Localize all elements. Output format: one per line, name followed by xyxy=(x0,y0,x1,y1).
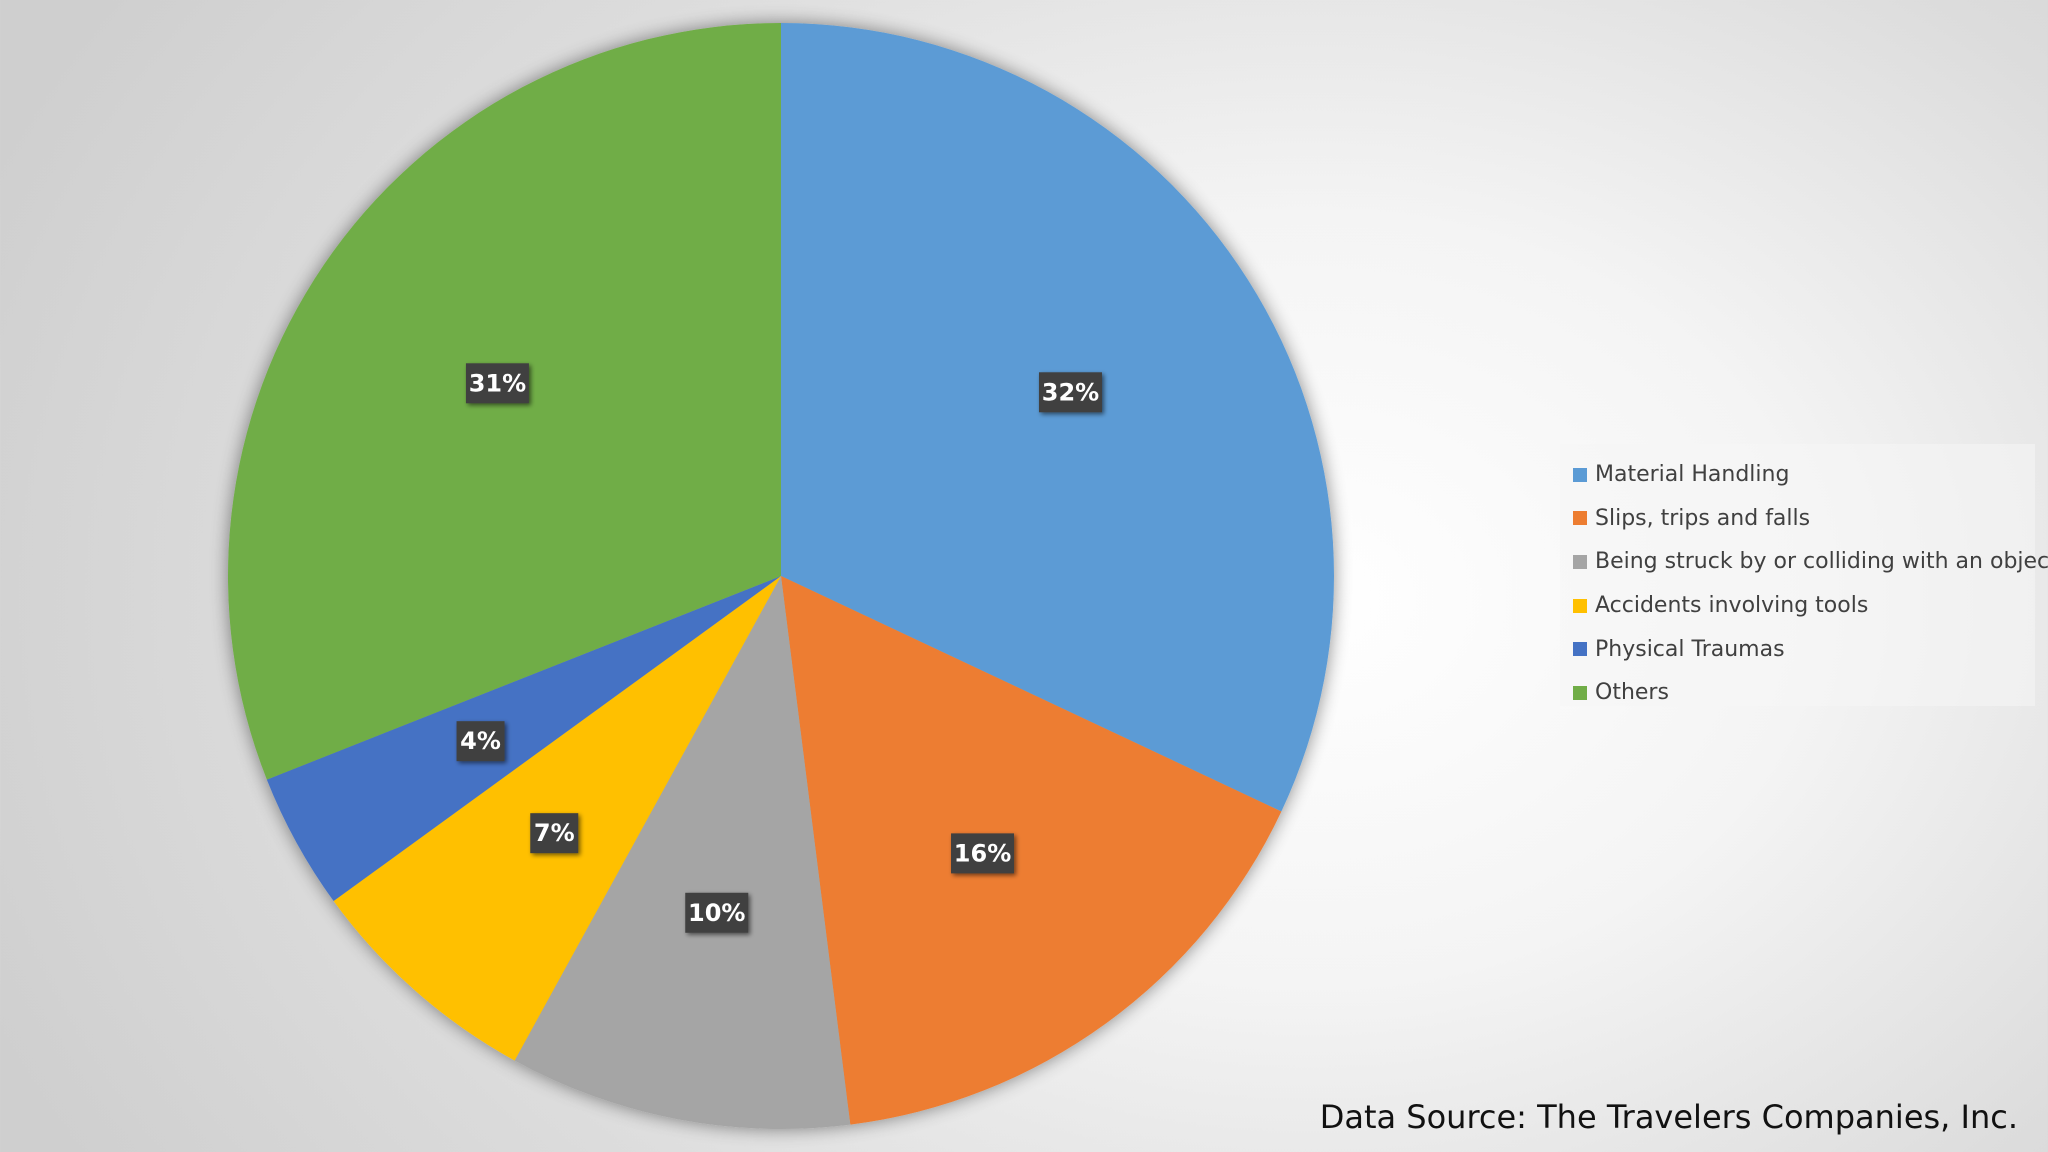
legend-label: Others xyxy=(1595,680,1669,706)
pie-slice-slips-trips-falls xyxy=(781,576,1282,1125)
legend-item-physical-traumas: Physical Traumas xyxy=(1573,627,2035,671)
data-label-box xyxy=(685,892,749,933)
legend-label: Accidents involving tools xyxy=(1595,593,1869,619)
legend-label: Physical Traumas xyxy=(1595,636,1785,662)
data-label-text: 4% xyxy=(460,727,501,755)
legend-swatch xyxy=(1573,685,1587,700)
legend-swatch xyxy=(1573,554,1587,569)
legend-swatch xyxy=(1573,467,1587,482)
legend-item-slips-trips-falls: Slips, trips and falls xyxy=(1573,497,2035,541)
data-label-text: 16% xyxy=(954,839,1011,867)
pie-slice-struck-by-object xyxy=(514,576,851,1129)
data-label-box xyxy=(1038,372,1102,413)
data-label-physical-traumas: 4% xyxy=(456,721,505,762)
legend-swatch xyxy=(1573,642,1587,657)
data-label-accidents-tools: 7% xyxy=(530,813,579,854)
legend-label: Being struck by or colliding with an obj… xyxy=(1595,549,2048,575)
data-label-slips-trips-falls: 16% xyxy=(951,833,1015,874)
legend-item-others: Others xyxy=(1573,671,2035,715)
data-label-box xyxy=(465,363,529,404)
data-label-box xyxy=(951,833,1015,874)
data-label-text: 10% xyxy=(688,899,745,927)
data-label-text: 7% xyxy=(534,819,575,847)
legend-swatch xyxy=(1573,511,1587,526)
pie-data-labels: 32% 16% 10% 7% 4% 31% xyxy=(456,363,1102,933)
data-label-struck-by-object: 10% xyxy=(685,892,749,933)
legend-item-accidents-tools: Accidents involving tools xyxy=(1573,584,2035,628)
legend-item-struck-by-object: Being struck by or colliding with an obj… xyxy=(1573,540,2048,584)
data-label-text: 32% xyxy=(1042,378,1099,406)
legend-label: Slips, trips and falls xyxy=(1595,505,1811,531)
legend-item-material-handling: Material Handling xyxy=(1573,453,2035,497)
data-label-others: 31% xyxy=(465,363,529,404)
pie-slice-material-handling xyxy=(781,23,1334,812)
data-source-note: Data Source: The Travelers Companies, In… xyxy=(1319,1098,2018,1136)
legend-swatch xyxy=(1573,598,1587,613)
data-label-box xyxy=(456,721,505,762)
pie-slice-physical-traumas xyxy=(266,576,781,902)
chart-legend: Material Handling Slips, trips and falls B… xyxy=(1560,444,2048,706)
data-label-box xyxy=(530,813,579,854)
data-label-material-handling: 32% xyxy=(1038,372,1102,413)
data-label-text: 31% xyxy=(469,369,526,397)
pie-slices xyxy=(227,23,1334,1129)
legend-label: Material Handling xyxy=(1595,462,1790,488)
